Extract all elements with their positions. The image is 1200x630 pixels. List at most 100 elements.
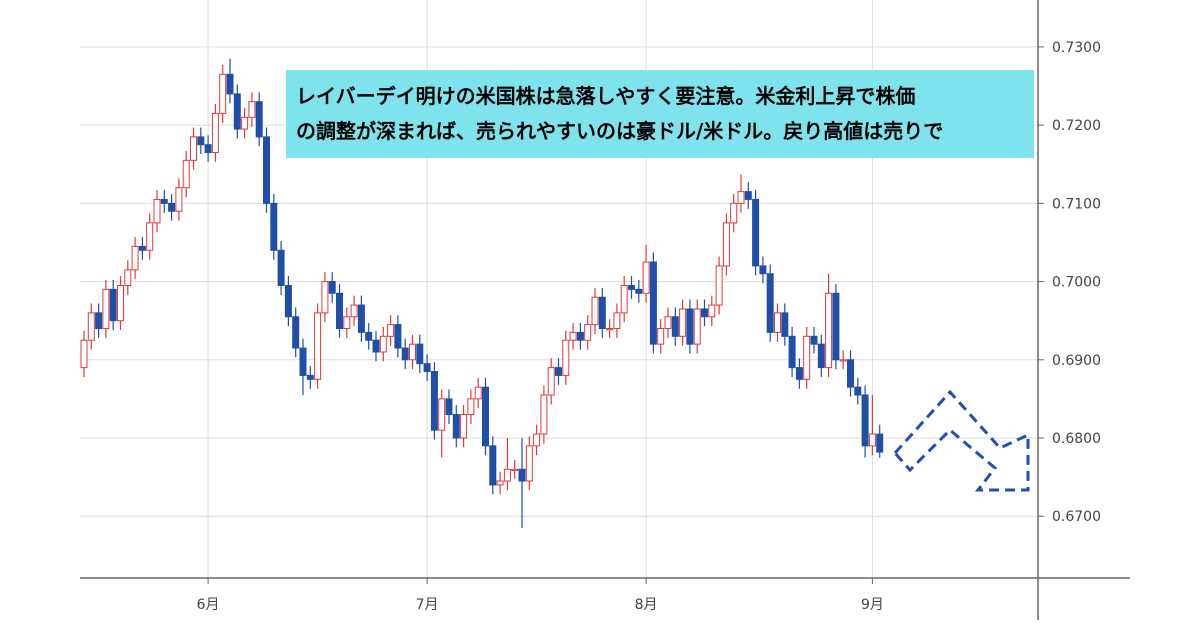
y-tick-label: 0.7300 <box>1052 40 1101 56</box>
candle-body <box>540 394 548 435</box>
candle-body <box>153 198 161 224</box>
candle-body <box>482 386 489 447</box>
candle-body <box>817 343 825 369</box>
candle-body <box>649 261 657 345</box>
y-tick-label: 0.6800 <box>1052 431 1101 447</box>
candle-body <box>555 367 562 376</box>
candle-body <box>708 304 716 318</box>
candle-body <box>584 324 592 341</box>
candle-body <box>321 281 329 314</box>
y-tick-label: 0.7000 <box>1052 275 1101 291</box>
candle-body <box>766 273 774 333</box>
candle-body <box>226 73 234 95</box>
y-tick-label: 0.7200 <box>1052 118 1101 134</box>
candle-body <box>211 112 219 154</box>
candle-body <box>314 312 322 380</box>
x-tick-label: 8月 <box>635 597 658 613</box>
y-tick-label: 0.6700 <box>1052 509 1101 525</box>
candle-body <box>416 343 424 365</box>
candle-body <box>781 312 789 337</box>
candle-body <box>671 316 679 337</box>
candle-body <box>87 312 95 341</box>
candle-body <box>138 245 146 251</box>
candle-body <box>467 398 475 416</box>
candle-body <box>795 367 803 380</box>
candle-body <box>365 331 373 341</box>
candle-body <box>569 331 577 341</box>
candle-body <box>547 367 555 396</box>
candle-body <box>95 312 103 329</box>
annotation-line: レイバーデイ明けの米国株は急落しやすく要注意。米金利上昇で株価 <box>296 84 916 108</box>
candle-body <box>693 308 701 345</box>
candle-body <box>438 398 446 431</box>
candle-body <box>861 394 869 447</box>
candle-body <box>679 308 687 337</box>
candle-body <box>102 288 110 329</box>
candle-body <box>80 339 88 369</box>
candle-body <box>722 222 730 267</box>
candle-body <box>430 371 438 431</box>
candle-body <box>803 335 811 380</box>
candle-body <box>635 288 643 294</box>
candle-body <box>825 292 833 369</box>
candle-body <box>190 136 197 161</box>
candle-body <box>328 281 336 294</box>
x-tick-label: 6月 <box>197 597 220 613</box>
candle-body <box>387 324 395 337</box>
candle-body <box>474 386 482 400</box>
candle-body <box>511 468 519 471</box>
candle-body <box>299 347 307 376</box>
forecast-arrow <box>893 389 1030 492</box>
candle-body <box>350 304 358 318</box>
candle-body <box>737 191 745 204</box>
candle-body <box>664 316 672 329</box>
annotation: レイバーデイ明けの米国株は急落しやすく要注意。米金利上昇で株価 の調整が深まれば… <box>286 70 1034 158</box>
y-tick-label: 0.7100 <box>1052 196 1101 212</box>
candle-body <box>233 93 241 130</box>
candle-body <box>401 347 409 361</box>
candle-body <box>204 144 212 154</box>
candle-body <box>847 359 854 388</box>
candle-body <box>606 327 614 331</box>
candle-body <box>292 316 300 349</box>
candle-body <box>284 284 292 318</box>
candle-body <box>744 191 752 200</box>
candle-body <box>306 374 314 380</box>
candle-body <box>868 433 876 447</box>
candle-body <box>197 136 205 146</box>
candle-body <box>613 312 621 329</box>
candle-body <box>263 136 270 204</box>
y-tick-label: 0.6900 <box>1052 353 1101 369</box>
candle-body <box>168 202 176 212</box>
candle-body <box>423 363 431 373</box>
candle-body <box>219 73 227 114</box>
candle-body <box>241 116 249 130</box>
candle-body <box>533 433 541 447</box>
candle-body <box>248 101 256 118</box>
candle-body <box>598 296 606 329</box>
annotation-line: の調整が深まれば、売られやすいのは豪ドル/米ドル。戻り高値は売りで <box>296 119 944 143</box>
candle-body <box>160 198 168 204</box>
candle-body <box>379 335 387 353</box>
candle-body <box>759 265 767 275</box>
candle-body <box>562 339 570 376</box>
candle-body <box>576 331 584 341</box>
candle-body <box>628 284 635 290</box>
candle-body <box>839 359 847 362</box>
candle-body <box>876 433 884 453</box>
candle-body <box>182 159 190 189</box>
candle-body <box>394 324 402 349</box>
candle-body <box>452 414 460 439</box>
candle-body <box>336 292 343 329</box>
candle-body <box>701 308 708 318</box>
candle-body <box>175 187 183 212</box>
candle-body <box>372 339 380 353</box>
candle-body <box>357 304 365 333</box>
candle-body <box>445 398 453 416</box>
candles <box>80 58 884 528</box>
candle-body <box>788 335 796 369</box>
candle-body <box>752 198 760 267</box>
candle-body <box>657 327 665 345</box>
